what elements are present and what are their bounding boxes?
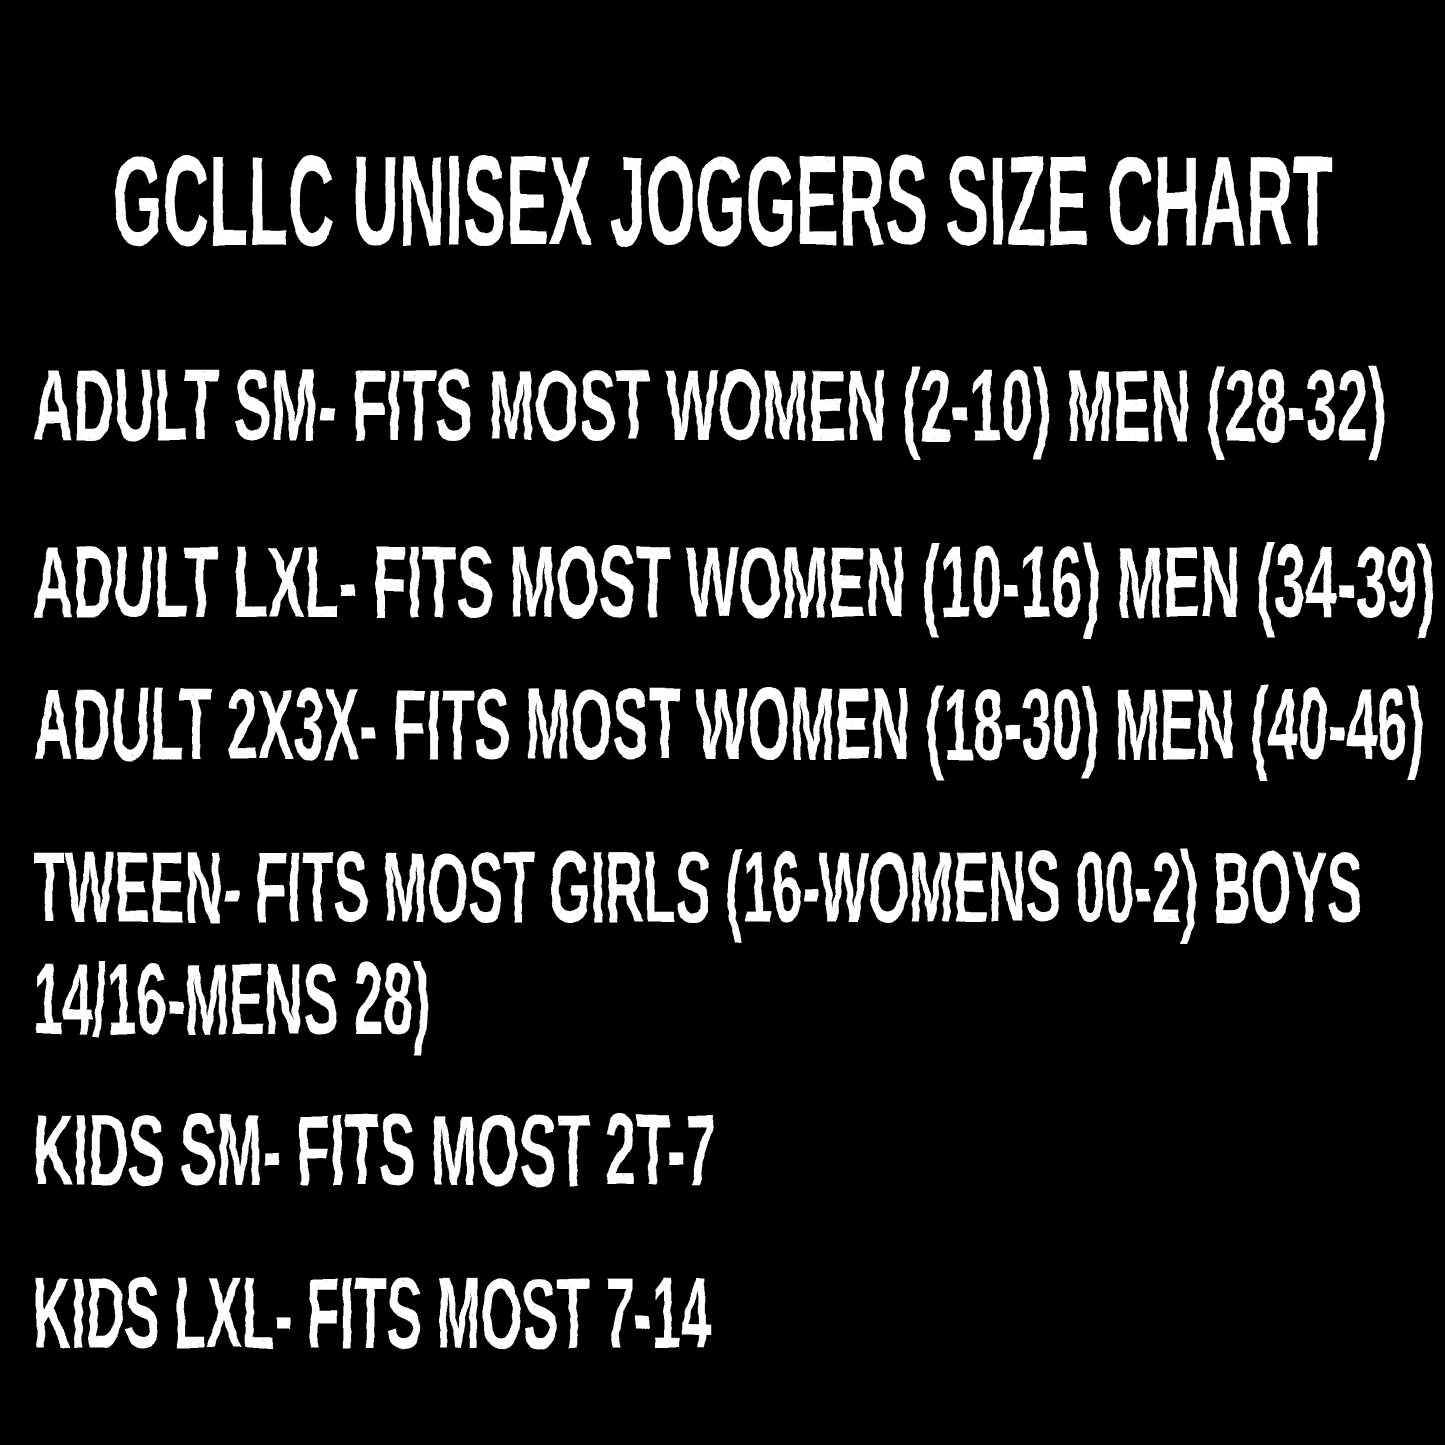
svg-text:GCLLC UNISEX JOGGERS SIZE CHAR: GCLLC UNISEX JOGGERS SIZE CHART (113, 131, 1333, 272)
svg-text:ADULT SM- FITS MOST WOMEN (2-1: ADULT SM- FITS MOST WOMEN (2-10) MEN (28… (33, 350, 1387, 463)
svg-text:KIDS LXL- FITS MOST 7-14: KIDS LXL- FITS MOST 7-14 (33, 1258, 711, 1371)
svg-text:ADULT LXL- FITS MOST WOMEN (10: ADULT LXL- FITS MOST WOMEN (10-16) MEN (… (33, 527, 1436, 640)
svg-text:14/16-MENS 28): 14/16-MENS 28) (33, 944, 430, 1057)
svg-text:ADULT 2X3X- FITS MOST WOMEN (1: ADULT 2X3X- FITS MOST WOMEN (18-30) MEN … (33, 669, 1425, 781)
svg-text:KIDS SM- FITS MOST 2T-7: KIDS SM- FITS MOST 2T-7 (33, 1094, 716, 1207)
svg-text:TWEEN- FITS MOST GIRLS (16-WOM: TWEEN- FITS MOST GIRLS (16-WOMENS 00-2) … (33, 832, 1362, 945)
